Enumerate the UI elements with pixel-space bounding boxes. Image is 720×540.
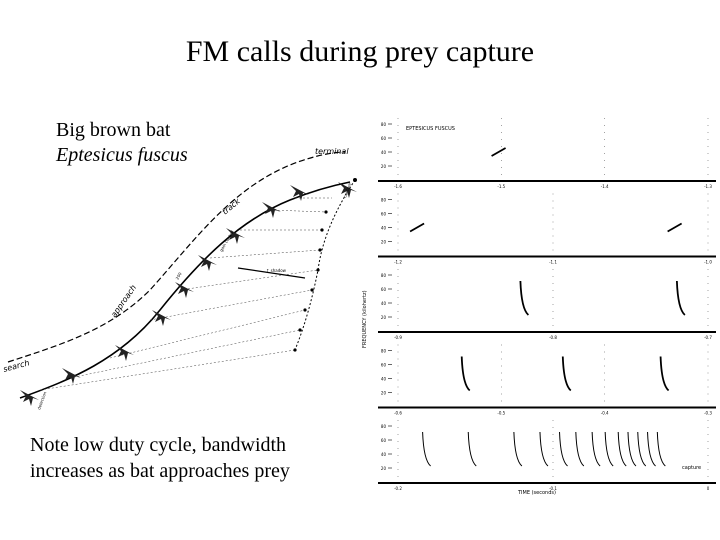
shadow-line bbox=[237, 267, 306, 279]
insect-path bbox=[294, 179, 356, 351]
phase-label-search: search bbox=[2, 358, 30, 374]
bat-icon bbox=[175, 282, 194, 298]
sonogram-panels: 80 60 40 20 -1.6 -1.5 -1.4 -1.3 80 60 40 20 -1.2 -1.1… bbox=[378, 118, 716, 491]
annotation-shadow: ↑ shadow bbox=[266, 268, 287, 273]
sonogram-species-label: EPTESICUS FUSCUS bbox=[406, 126, 455, 132]
y-tick-label: 60 bbox=[381, 136, 387, 141]
note-caption: Note low duty cycle, bandwidth increases… bbox=[30, 434, 290, 482]
y-tick-label: 60 bbox=[381, 363, 387, 368]
bat-flight-path bbox=[19, 181, 351, 399]
species-name: Eptesicus fuscus bbox=[56, 144, 188, 166]
fm-call bbox=[575, 431, 585, 467]
fm-call bbox=[617, 431, 627, 467]
y-tick-label: 80 bbox=[381, 273, 387, 278]
phase-bracket bbox=[7, 151, 346, 363]
common-name: Big brown bat bbox=[56, 119, 171, 141]
y-tick-label: 20 bbox=[381, 466, 387, 471]
fm-call bbox=[659, 356, 670, 392]
annotation-gain-control: gain control bbox=[219, 229, 235, 252]
y-tick-label: 40 bbox=[381, 301, 387, 306]
flight-path-diagram: search approach track terminal detection… bbox=[2, 147, 357, 410]
x-tick-label: -0.5 bbox=[497, 411, 505, 416]
fm-call bbox=[409, 222, 425, 233]
y-tick-label: 40 bbox=[381, 452, 387, 457]
x-tick-label: -1.4 bbox=[601, 184, 609, 189]
x-tick-label: -1.6 bbox=[394, 184, 402, 189]
bat-icon bbox=[62, 368, 81, 384]
x-tick-label: -0.3 bbox=[704, 411, 712, 416]
fm-call bbox=[561, 356, 572, 392]
y-tick-label: 20 bbox=[381, 164, 387, 169]
y-tick-label: 80 bbox=[381, 122, 387, 127]
y-tick-label: 40 bbox=[381, 377, 387, 382]
y-tick-label: 20 bbox=[381, 391, 387, 396]
x-tick-label: -0.7 bbox=[704, 335, 712, 340]
fm-call bbox=[519, 280, 530, 316]
x-tick-label: -0.6 bbox=[394, 411, 402, 416]
x-tick-label: -1.5 bbox=[497, 184, 505, 189]
fm-call bbox=[513, 431, 523, 467]
bat-icon bbox=[338, 182, 357, 198]
fm-call bbox=[467, 431, 477, 467]
label-capture: capture bbox=[342, 182, 352, 199]
species-caption: Big brown bat Eptesicus fuscus bbox=[56, 118, 188, 168]
y-tick-label: 80 bbox=[381, 198, 387, 203]
fm-call bbox=[637, 431, 647, 467]
fm-call bbox=[647, 431, 656, 467]
y-tick-label: 20 bbox=[381, 240, 387, 245]
y-tick-label: 60 bbox=[381, 287, 387, 292]
fm-call bbox=[675, 280, 686, 316]
bat-icon bbox=[198, 255, 217, 271]
y-tick-label: 20 bbox=[381, 315, 387, 320]
fm-call bbox=[422, 431, 431, 467]
bat-icon bbox=[262, 202, 281, 218]
insect-marks bbox=[293, 178, 357, 352]
sonogram-figure: EPTESICUS FUSCUS FREQUENCY (kilohertz) T… bbox=[362, 118, 716, 496]
x-tick-label: -0.8 bbox=[549, 335, 557, 340]
phase-label-approach: approach bbox=[109, 283, 138, 319]
fm-call bbox=[604, 431, 614, 467]
bat-icon bbox=[115, 345, 134, 361]
x-tick-label: -1.1 bbox=[549, 260, 557, 265]
x-tick-label: -0.1 bbox=[549, 486, 557, 491]
fm-call bbox=[539, 431, 549, 467]
x-tick-label: -1.0 bbox=[704, 260, 712, 265]
bat-icon bbox=[152, 310, 171, 326]
fm-call bbox=[656, 431, 666, 467]
y-tick-label: 80 bbox=[381, 349, 387, 354]
annotation-200: 200 bbox=[175, 271, 183, 281]
sonogram-ylabel: FREQUENCY (kilohertz) bbox=[362, 290, 368, 348]
x-tick-label: -1.3 bbox=[704, 184, 712, 189]
bat-icon bbox=[226, 228, 245, 244]
fm-call bbox=[667, 222, 683, 233]
x-tick-label: -1.2 bbox=[394, 260, 402, 265]
capture-label: capture bbox=[682, 465, 701, 471]
y-tick-label: 80 bbox=[381, 424, 387, 429]
y-tick-label: 60 bbox=[381, 212, 387, 217]
x-tick-label: -0.2 bbox=[394, 486, 402, 491]
label-detection: detection bbox=[36, 390, 47, 410]
bat-icon bbox=[20, 390, 39, 406]
x-tick-label: -0.9 bbox=[394, 335, 402, 340]
fm-call bbox=[627, 431, 637, 467]
guide-lines bbox=[39, 197, 332, 391]
fm-call bbox=[491, 147, 507, 157]
bat-icon bbox=[290, 185, 309, 201]
x-tick-label: 0 bbox=[707, 486, 710, 491]
fm-call bbox=[460, 356, 471, 392]
fm-call bbox=[559, 431, 568, 467]
y-tick-label: 40 bbox=[381, 150, 387, 155]
sonogram-xlabel: TIME (seconds) bbox=[517, 490, 556, 496]
phase-label-track: track bbox=[221, 196, 243, 216]
phase-label-terminal: terminal bbox=[315, 147, 349, 156]
bat-figures bbox=[20, 182, 357, 406]
y-tick-label: 40 bbox=[381, 226, 387, 231]
slide-title: FM calls during prey capture bbox=[185, 35, 535, 68]
fm-call bbox=[591, 431, 601, 467]
x-tick-label: -0.4 bbox=[601, 411, 609, 416]
y-tick-label: 60 bbox=[381, 438, 387, 443]
